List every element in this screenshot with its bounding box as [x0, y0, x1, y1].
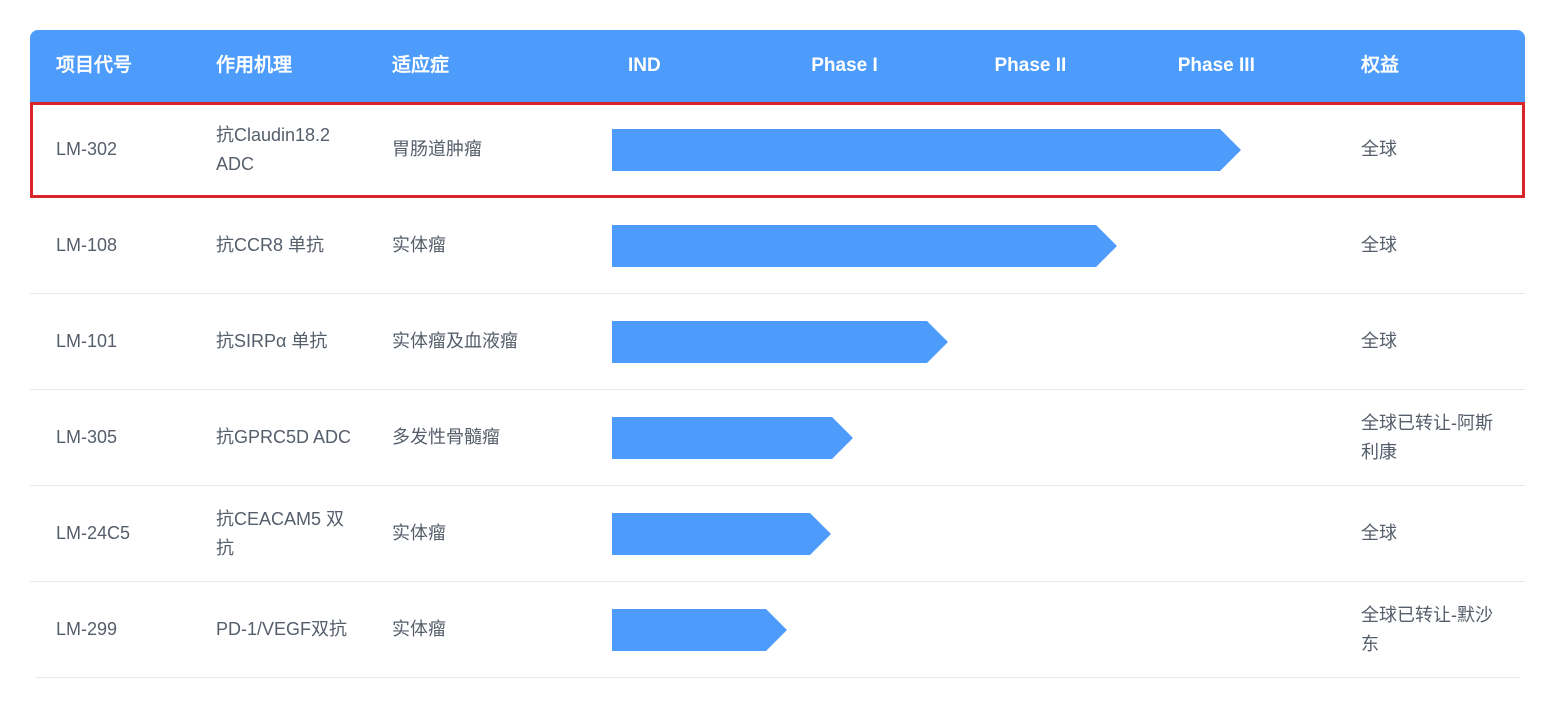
cell-code: LM-302 [30, 102, 200, 197]
cell-rights: 全球 [1345, 102, 1525, 197]
progress-arrow [612, 609, 766, 651]
cell-progress [612, 102, 1345, 197]
cell-mechanism: 抗GPRC5D ADC [200, 390, 376, 485]
header-mechanism: 作用机理 [200, 33, 376, 99]
cell-progress [612, 294, 1345, 389]
cell-code: LM-299 [30, 582, 200, 677]
cell-mechanism: 抗CCR8 单抗 [200, 198, 376, 293]
table-row: LM-299PD-1/VEGF双抗实体瘤 全球已转让-默沙东 [30, 582, 1525, 678]
header-phase-ind: IND [612, 51, 795, 81]
progress-arrow [612, 129, 1220, 171]
cell-indication: 胃肠道肿瘤 [376, 102, 612, 197]
table-header-row: 项目代号 作用机理 适应症 IND Phase I Phase II Phase… [30, 30, 1525, 102]
cell-indication: 实体瘤 [376, 582, 612, 677]
cell-indication: 实体瘤 [376, 486, 612, 581]
cell-indication: 实体瘤及血液瘤 [376, 294, 612, 389]
cell-progress [612, 198, 1345, 293]
header-phases: IND Phase I Phase II Phase III [612, 51, 1345, 81]
cell-progress [612, 486, 1345, 581]
progress-arrow [612, 321, 927, 363]
cell-rights: 全球 [1345, 198, 1525, 293]
cell-rights: 全球已转让-默沙东 [1345, 582, 1525, 677]
cell-code: LM-24C5 [30, 486, 200, 581]
pipeline-table: 项目代号 作用机理 适应症 IND Phase I Phase II Phase… [30, 30, 1525, 678]
cell-code: LM-108 [30, 198, 200, 293]
progress-arrow [612, 513, 810, 555]
cell-mechanism: PD-1/VEGF双抗 [200, 582, 376, 677]
progress-arrow [612, 225, 1096, 267]
header-phase-1: Phase I [795, 51, 978, 81]
cell-mechanism: 抗CEACAM5 双抗 [200, 486, 376, 581]
header-code: 项目代号 [30, 33, 200, 99]
header-phase-3: Phase III [1162, 51, 1345, 81]
table-row: LM-101抗SIRPα 单抗实体瘤及血液瘤 全球 [30, 294, 1525, 390]
cell-indication: 实体瘤 [376, 198, 612, 293]
cell-rights: 全球 [1345, 486, 1525, 581]
table-row: LM-302抗Claudin18.2 ADC胃肠道肿瘤 全球 [30, 102, 1525, 198]
cell-progress [612, 582, 1345, 677]
table-row: LM-24C5抗CEACAM5 双抗实体瘤 全球 [30, 486, 1525, 582]
table-row: LM-108抗CCR8 单抗实体瘤 全球 [30, 198, 1525, 294]
header-phase-2: Phase II [979, 51, 1162, 81]
cell-rights: 全球 [1345, 294, 1525, 389]
cell-code: LM-305 [30, 390, 200, 485]
header-indication: 适应症 [376, 33, 612, 99]
cell-mechanism: 抗SIRPα 单抗 [200, 294, 376, 389]
header-rights: 权益 [1345, 33, 1525, 99]
table-body: LM-302抗Claudin18.2 ADC胃肠道肿瘤全球LM-108抗CCR8… [30, 102, 1525, 678]
cell-mechanism: 抗Claudin18.2 ADC [200, 102, 376, 197]
progress-arrow [612, 417, 832, 459]
cell-code: LM-101 [30, 294, 200, 389]
table-row: LM-305抗GPRC5D ADC多发性骨髓瘤 全球已转让-阿斯利康 [30, 390, 1525, 486]
cell-rights: 全球已转让-阿斯利康 [1345, 390, 1525, 485]
cell-indication: 多发性骨髓瘤 [376, 390, 612, 485]
cell-progress [612, 390, 1345, 485]
